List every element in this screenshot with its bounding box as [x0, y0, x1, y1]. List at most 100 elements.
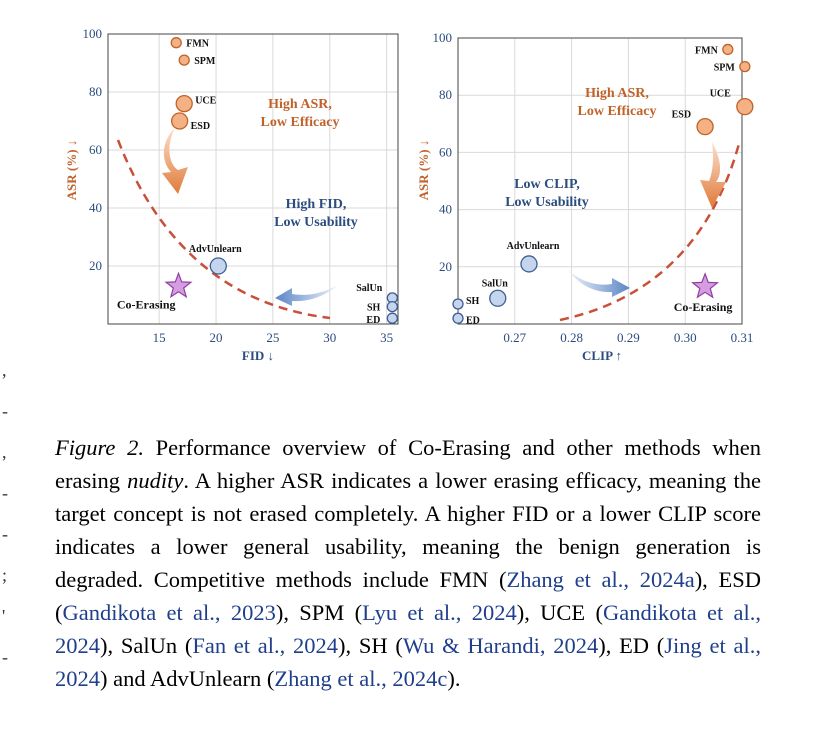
caption-text: ), SH ( [338, 632, 403, 658]
citation-link[interactable]: Wu & Harandi, 2024 [402, 632, 599, 658]
x-tick-label: 0.28 [560, 330, 583, 345]
x-ticks-left: 15 20 25 30 35 [153, 330, 393, 345]
citation-link[interactable]: Jing et al., 2024 [55, 632, 761, 691]
plot-frame-left [107, 33, 399, 325]
citation-link[interactable]: Gandikota et al., 2024 [55, 599, 761, 658]
point-label-advunlearn: AdvUnlearn [189, 244, 242, 255]
caption-text: . A higher ASR indicates a lower erasing… [55, 467, 761, 592]
point-label-advunlearn: AdvUnlearn [507, 241, 560, 252]
point-fmn [722, 43, 734, 56]
caption-text: Performance overview of Co-Erasing and o… [55, 434, 762, 493]
point-uce [736, 97, 754, 116]
point-salun [489, 289, 507, 307]
point-label-fmn: FMN [186, 39, 210, 50]
caption-text: ) and AdvUnlearn ( [100, 665, 275, 691]
x-tick-label: 15 [153, 330, 166, 345]
x-tick-label: 0.27 [503, 330, 526, 345]
x-tick-label: 35 [380, 330, 393, 345]
point-sh [386, 300, 398, 313]
arrow-down-right [700, 142, 726, 208]
point-label-uce: UCE [710, 89, 731, 100]
annotation-efficacy-left-line2: Low Efficacy [261, 115, 340, 130]
point-esd [696, 118, 714, 136]
chart-clip-vs-asr: 20 40 60 80 100 0.27 0.28 0.29 0.30 0.31 ASR (%)… [416, 30, 754, 363]
x-tick-label: 25 [266, 330, 279, 345]
y-tick-label: 80 [89, 84, 102, 99]
point-label-ed: ED [366, 315, 380, 326]
arrow-right-right [568, 270, 630, 297]
y-tick-label: 100 [433, 30, 453, 45]
x-ticks-right: 0.27 0.28 0.29 0.30 0.31 [503, 330, 753, 345]
citation-link[interactable]: Gandikota et al., 2023 [62, 599, 276, 625]
annotation-usability-left-line1: High FID, [286, 197, 347, 212]
arrow-down-left [162, 128, 188, 194]
citation-link[interactable]: Zhang et al., 2024a [506, 566, 695, 592]
figure-label: Figure 2. [55, 434, 144, 460]
caption-text: ), ED ( [598, 632, 665, 658]
citation-link[interactable]: Zhang et al., 2024c [274, 665, 448, 691]
point-label-co-erasing: Co-Erasing [674, 300, 733, 314]
point-sh [452, 298, 464, 310]
y-tick-label: 60 [439, 144, 452, 159]
annotation-usability-right-line2: Low Usability [505, 195, 589, 210]
y-axis-label-left: ASR (%) ↓ [64, 140, 79, 201]
edge-fragment: ; [2, 565, 8, 585]
point-label-co-erasing: Co-Erasing [117, 297, 176, 311]
y-tick-label: 20 [89, 258, 102, 273]
caption-text: ). [447, 665, 461, 691]
citation-link[interactable]: Fan et al., 2024 [192, 632, 338, 658]
citation-link[interactable]: Lyu et al., 2024 [362, 599, 517, 625]
point-spm [739, 60, 751, 73]
edge-fragment: - [2, 401, 8, 421]
x-axis-label-right: CLIP ↑ [582, 348, 622, 363]
annotation-usability-left-line2: Low Usability [274, 215, 358, 230]
grid-left [108, 33, 398, 324]
point-advunlearn [520, 255, 538, 273]
point-uce [175, 94, 193, 113]
point-label-esd: ESD [191, 121, 210, 132]
point-ed [452, 312, 464, 324]
x-tick-label: 0.30 [674, 330, 697, 345]
edge-fragment: , [2, 442, 7, 462]
x-tick-label: 30 [323, 330, 336, 345]
caption-text: ), SalUn ( [100, 632, 193, 658]
pareto-curve-right [559, 139, 742, 322]
point-label-uce: UCE [195, 96, 216, 107]
point-advunlearn [209, 257, 227, 275]
point-spm [178, 54, 190, 66]
x-tick-label: 0.29 [617, 330, 640, 345]
annotation-efficacy-left-line1: High ASR, [268, 97, 332, 112]
x-tick-label: 20 [210, 330, 223, 345]
point-label-sh: SH [466, 296, 480, 307]
figure-charts: 20 40 60 80 100 15 20 25 30 35 ASR (%) ↓ FID ↓ F… [64, 26, 754, 363]
caption-text: ), SPM ( [275, 599, 363, 625]
edge-fragment: - [2, 483, 8, 503]
caption-emphasis: nudity [127, 467, 184, 493]
point-label-spm: SPM [194, 56, 216, 67]
point-co-erasing-star [691, 272, 720, 299]
annotation-efficacy-right-line2: Low Efficacy [578, 104, 657, 119]
y-tick-label: 60 [89, 142, 102, 157]
y-tick-label: 40 [439, 202, 452, 217]
edge-fragment: ' [2, 606, 6, 626]
point-label-salun: SalUn [356, 283, 383, 294]
x-tick-label: 0.31 [731, 330, 754, 345]
y-tick-label: 20 [439, 259, 452, 274]
figure-caption: Figure 2. Performance overview of Co-Era… [55, 431, 761, 695]
page-edge-fragments: , -, - -; ' - [0, 360, 14, 720]
edge-fragment: , [2, 360, 7, 380]
y-ticks-right: 20 40 60 80 100 [433, 30, 453, 274]
y-tick-label: 80 [439, 87, 452, 102]
point-esd [170, 112, 189, 130]
y-tick-label: 40 [89, 200, 102, 215]
caption-text: ), UCE ( [516, 599, 603, 625]
pareto-curve-left [116, 139, 331, 320]
edge-fragment: - [2, 524, 8, 544]
point-label-sh: SH [367, 303, 381, 314]
plot-frame-right [457, 37, 743, 325]
annotation-efficacy-right-line1: High ASR, [585, 86, 649, 101]
point-label-salun: SalUn [482, 278, 509, 289]
arrow-left-left [275, 285, 338, 306]
